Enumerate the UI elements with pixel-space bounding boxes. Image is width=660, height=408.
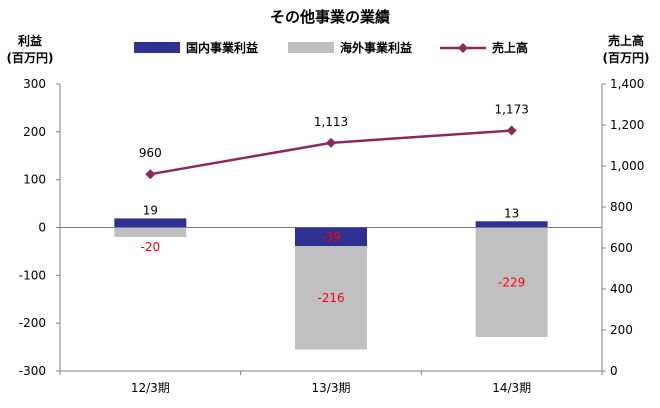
category-label: 12/3期 xyxy=(131,381,170,395)
right-axis-label-line2: (百万円) xyxy=(603,51,650,65)
category-label: 14/3期 xyxy=(492,381,531,395)
right-tick-label: 400 xyxy=(610,282,633,296)
data-label-domestic: 13 xyxy=(504,206,519,220)
left-tick-label: -100 xyxy=(19,268,46,282)
right-tick-label: 800 xyxy=(610,200,633,214)
right-tick-label: 600 xyxy=(610,241,633,255)
legend-label-sales: 売上高 xyxy=(492,40,528,55)
left-tick-label: 100 xyxy=(23,173,46,187)
right-tick-label: 0 xyxy=(610,364,618,378)
left-axis-label-line2: (百万円) xyxy=(7,51,54,65)
bar-overseas xyxy=(475,227,548,338)
data-labels: 19 -20 -39 -216 13 -229 960 1,113 1,173 xyxy=(139,103,529,305)
sales-marker xyxy=(326,137,336,148)
category-label: 13/3期 xyxy=(312,381,351,395)
sales-line xyxy=(150,129,512,176)
bar-domestic xyxy=(114,218,187,228)
legend-label-domestic: 国内事業利益 xyxy=(186,40,258,55)
left-tick-label: -300 xyxy=(19,364,46,378)
data-label-domestic: -39 xyxy=(321,230,341,244)
sales-marker xyxy=(506,125,517,136)
data-label-sales: 960 xyxy=(139,146,162,160)
data-label-overseas: -216 xyxy=(317,291,344,305)
data-label-sales: 1,113 xyxy=(314,115,348,129)
right-tick-label: 200 xyxy=(610,323,633,337)
left-tick-label: 0 xyxy=(38,221,46,235)
left-tick-label: 200 xyxy=(23,125,46,139)
sales-marker xyxy=(145,169,156,180)
bar-overseas xyxy=(114,227,187,238)
chart-title: その他事業の業績 xyxy=(270,8,390,26)
legend-swatch-overseas xyxy=(288,42,334,53)
bar-overseas xyxy=(295,246,367,350)
right-tick-label: 1,200 xyxy=(610,118,644,132)
right-tick-label: 1,400 xyxy=(610,77,644,91)
legend-label-overseas: 海外事業利益 xyxy=(340,40,412,55)
data-label-overseas: -20 xyxy=(141,240,161,254)
bars xyxy=(114,218,548,350)
data-label-domestic: 19 xyxy=(143,203,158,217)
left-axis-label-line1: 利益 xyxy=(18,33,42,48)
data-label-overseas: -229 xyxy=(498,275,525,289)
legend-swatch-domestic xyxy=(134,42,180,53)
line-series xyxy=(145,125,517,180)
bar-domestic xyxy=(295,227,367,247)
data-label-sales: 1,173 xyxy=(494,103,528,117)
right-tick-label: 1,000 xyxy=(610,159,644,173)
legend-marker-sales xyxy=(458,43,468,53)
left-tick-label: 300 xyxy=(23,77,46,91)
left-tick-label: -200 xyxy=(19,316,46,330)
legend: 国内事業利益 海外事業利益 売上高 xyxy=(134,40,528,55)
right-axis-label-line1: 売上高 xyxy=(608,33,644,48)
axes: 3002001000-100-200-3001,4001,2001,000800… xyxy=(19,77,645,395)
bar-domestic xyxy=(475,221,548,228)
